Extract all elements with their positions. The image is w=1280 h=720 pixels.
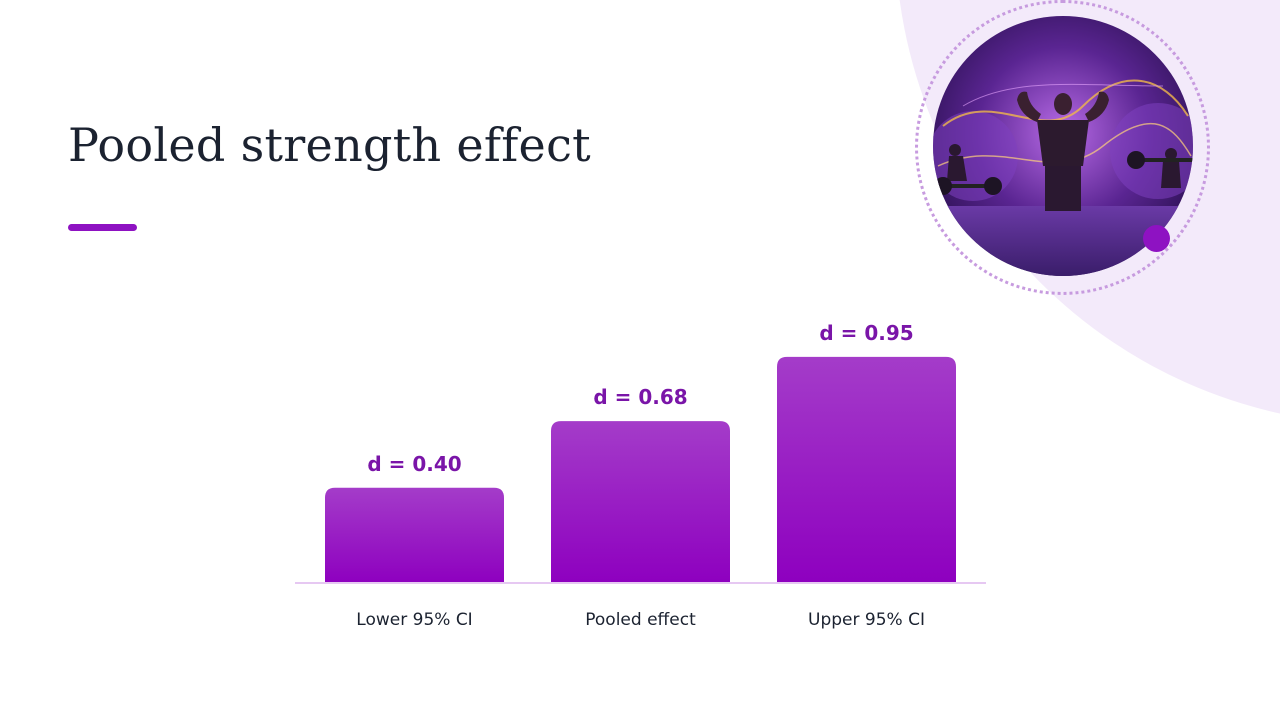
category-label-pooled-effect: Pooled effect	[585, 610, 696, 630]
slide-title: Pooled strength effect	[68, 118, 591, 172]
accent-dot	[1143, 225, 1170, 252]
data-label-upper-95-ci: d = 0.95	[819, 321, 913, 345]
category-label-upper-95-ci: Upper 95% CI	[808, 610, 925, 630]
title-underline	[68, 224, 137, 231]
category-label-lower-95-ci: Lower 95% CI	[356, 610, 472, 630]
bar-pooled-effect	[551, 421, 730, 583]
data-label-lower-95-ci: d = 0.40	[367, 452, 461, 476]
data-label-pooled-effect: d = 0.68	[593, 385, 687, 409]
bar-lower-95-ci	[325, 487, 504, 583]
dotted-ring	[915, 0, 1210, 295]
bar-upper-95-ci	[777, 356, 956, 583]
